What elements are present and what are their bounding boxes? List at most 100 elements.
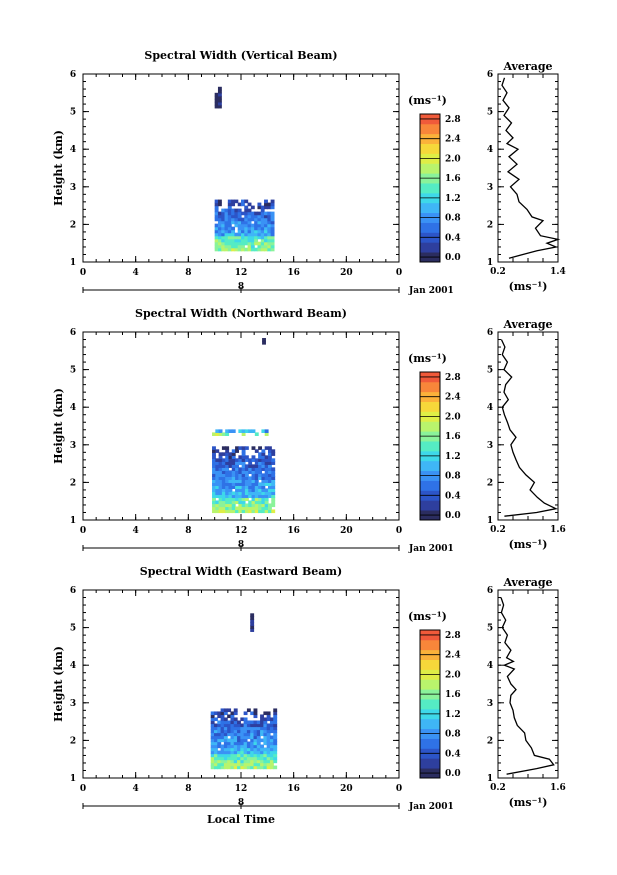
heatmap-cell xyxy=(264,223,268,228)
heatmap-cell xyxy=(221,247,226,252)
heatmap-cell xyxy=(254,467,259,471)
heatmap-cell xyxy=(250,229,255,234)
heatmap-cell xyxy=(263,738,268,743)
heatmap-cell xyxy=(233,732,238,737)
heatmap-cell xyxy=(267,226,272,231)
heatmap-cell xyxy=(221,494,226,499)
heatmap-cell xyxy=(241,199,245,204)
heatmap-cell xyxy=(212,479,216,483)
heatmap-cell xyxy=(217,714,222,719)
heatmap-cell xyxy=(231,208,236,213)
heatmap-cell xyxy=(254,461,259,465)
heatmap-cell xyxy=(230,753,235,758)
heatmap-cell xyxy=(237,241,242,246)
heatmap-cell xyxy=(218,506,223,511)
heatmap-cell xyxy=(217,244,222,249)
colorbar-tick-label: 1.2 xyxy=(445,452,461,462)
heatmap-cell xyxy=(221,226,226,231)
heatmap-cell xyxy=(254,506,259,511)
heatmap-cell xyxy=(237,238,242,243)
heatmap-cell xyxy=(267,244,272,249)
heatmap-cell xyxy=(234,223,239,228)
colorbar-band xyxy=(420,202,440,214)
heatmap-cell xyxy=(217,211,222,216)
heatmap-cell xyxy=(215,479,220,483)
heatmap-cell xyxy=(260,214,265,219)
heatmap-cell xyxy=(221,461,226,465)
heatmap-cell xyxy=(244,470,249,474)
heatmap-cell xyxy=(217,759,222,764)
heatmap-cell xyxy=(241,458,246,462)
colorbar-band xyxy=(420,163,440,174)
heatmap-cell xyxy=(228,458,233,462)
heatmap-cell xyxy=(210,726,215,731)
heatmap-cell xyxy=(256,726,261,731)
heatmap-cell xyxy=(263,765,268,770)
heatmap-cell xyxy=(237,214,242,219)
heatmap-cell xyxy=(212,497,216,502)
heatmap-cell xyxy=(218,494,223,499)
heatmap-cell xyxy=(260,232,265,237)
heatmap-cell xyxy=(221,214,226,219)
heatmap-cell xyxy=(254,241,259,246)
heatmap-cell xyxy=(253,723,258,728)
y-tick-label: 5 xyxy=(70,108,76,118)
heatmap-cell xyxy=(230,711,235,716)
panel-title: Spectral Width (Eastward Beam) xyxy=(140,565,342,578)
heatmap-cell xyxy=(231,479,236,483)
heatmap-cell xyxy=(235,509,239,514)
heatmap-cell xyxy=(273,765,278,770)
heatmap-cell xyxy=(269,765,274,770)
heatmap-cell xyxy=(244,506,249,511)
heatmap-cell xyxy=(264,238,268,243)
heatmap-cell xyxy=(263,750,268,755)
heatmap-cell xyxy=(215,429,220,433)
heatmap-cell xyxy=(241,247,245,252)
heatmap-cell xyxy=(214,753,218,758)
heatmap-cell xyxy=(253,747,258,752)
avg-y-tick-label: 4 xyxy=(487,661,493,671)
heatmap-cell xyxy=(238,479,243,483)
heatmap-cell xyxy=(237,223,242,228)
heatmap-cell xyxy=(241,506,246,511)
heatmap-cell xyxy=(267,241,272,246)
heatmap-cell xyxy=(234,211,239,216)
heatmap-cell xyxy=(257,235,262,240)
heatmap-cell xyxy=(260,223,265,228)
heatmap-cell xyxy=(258,509,263,514)
heatmap-cell xyxy=(261,491,266,496)
heatmap-cell xyxy=(223,747,228,752)
heatmap-cell xyxy=(225,458,230,462)
heatmap-cell xyxy=(238,461,243,465)
heatmap-cell xyxy=(244,205,249,210)
heatmap-cell xyxy=(227,244,232,249)
heatmap-cell xyxy=(227,226,232,231)
heatmap-cell xyxy=(214,744,218,749)
heatmap-cell xyxy=(233,720,238,725)
heatmap-cell xyxy=(230,720,235,725)
colorbar: (ms⁻¹) 0.0 0.4 0.8 1.2 1.6 2.0 2.4 2.8 xyxy=(408,94,461,263)
heatmap-cell xyxy=(217,738,222,743)
date-label: Jan 2001 xyxy=(408,802,454,812)
heatmap-cell xyxy=(260,738,264,743)
heatmap-cell xyxy=(234,238,239,243)
heatmap-cell xyxy=(238,446,243,450)
colorbar-band xyxy=(420,500,440,511)
heatmap-cell xyxy=(215,500,220,505)
heatmap-cell xyxy=(244,223,249,228)
heatmap-cell xyxy=(248,467,253,471)
heatmap-cell xyxy=(261,449,266,453)
heatmap-cell xyxy=(217,95,222,100)
heatmap-cell xyxy=(247,226,252,231)
colorbar-band xyxy=(420,401,440,412)
colorbar-tick-label: 2.0 xyxy=(445,154,461,164)
x-tick-label: 20 xyxy=(340,526,353,536)
colorbar-tick-label: 2.0 xyxy=(445,670,461,680)
heatmap-cell xyxy=(227,247,232,252)
heatmap-cell xyxy=(270,202,275,207)
heatmap-cell xyxy=(230,735,235,740)
y-tick-label: 3 xyxy=(70,699,76,709)
heatmap-cell xyxy=(214,729,218,734)
heatmap-cell xyxy=(227,211,232,216)
heatmap-cell xyxy=(273,738,278,743)
